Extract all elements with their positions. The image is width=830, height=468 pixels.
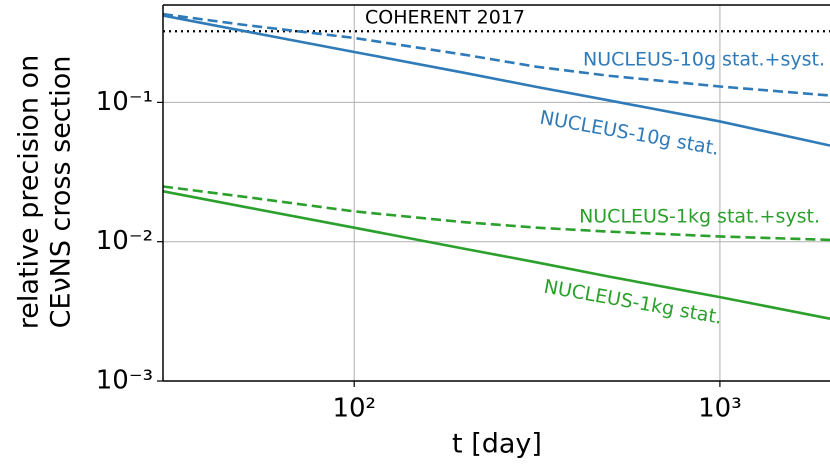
series-line (163, 185, 830, 242)
y-axis-label: CEνNS cross section (46, 56, 77, 329)
y-tick-label: 10⁻² (96, 226, 153, 256)
series-label: NUCLEUS-1kg stat. (542, 276, 724, 329)
series-label: NUCLEUS-1kg stat.+syst. (579, 206, 820, 228)
x-axis-label: t [day] (452, 429, 542, 460)
series-line (163, 12, 830, 97)
x-tick-label: 10² (332, 394, 376, 424)
x-tick-label: 10³ (698, 394, 742, 424)
series-line (163, 190, 830, 320)
series-label: NUCLEUS-10g stat. (538, 107, 721, 160)
y-tick-label: 10⁻¹ (96, 87, 153, 117)
y-axis-label: relative precision on (14, 55, 45, 329)
series-label: NUCLEUS-10g stat.+syst. (583, 49, 825, 71)
y-tick-label: 10⁻³ (96, 366, 153, 396)
series-line (163, 14, 830, 147)
reference-label: COHERENT 2017 (365, 7, 525, 29)
